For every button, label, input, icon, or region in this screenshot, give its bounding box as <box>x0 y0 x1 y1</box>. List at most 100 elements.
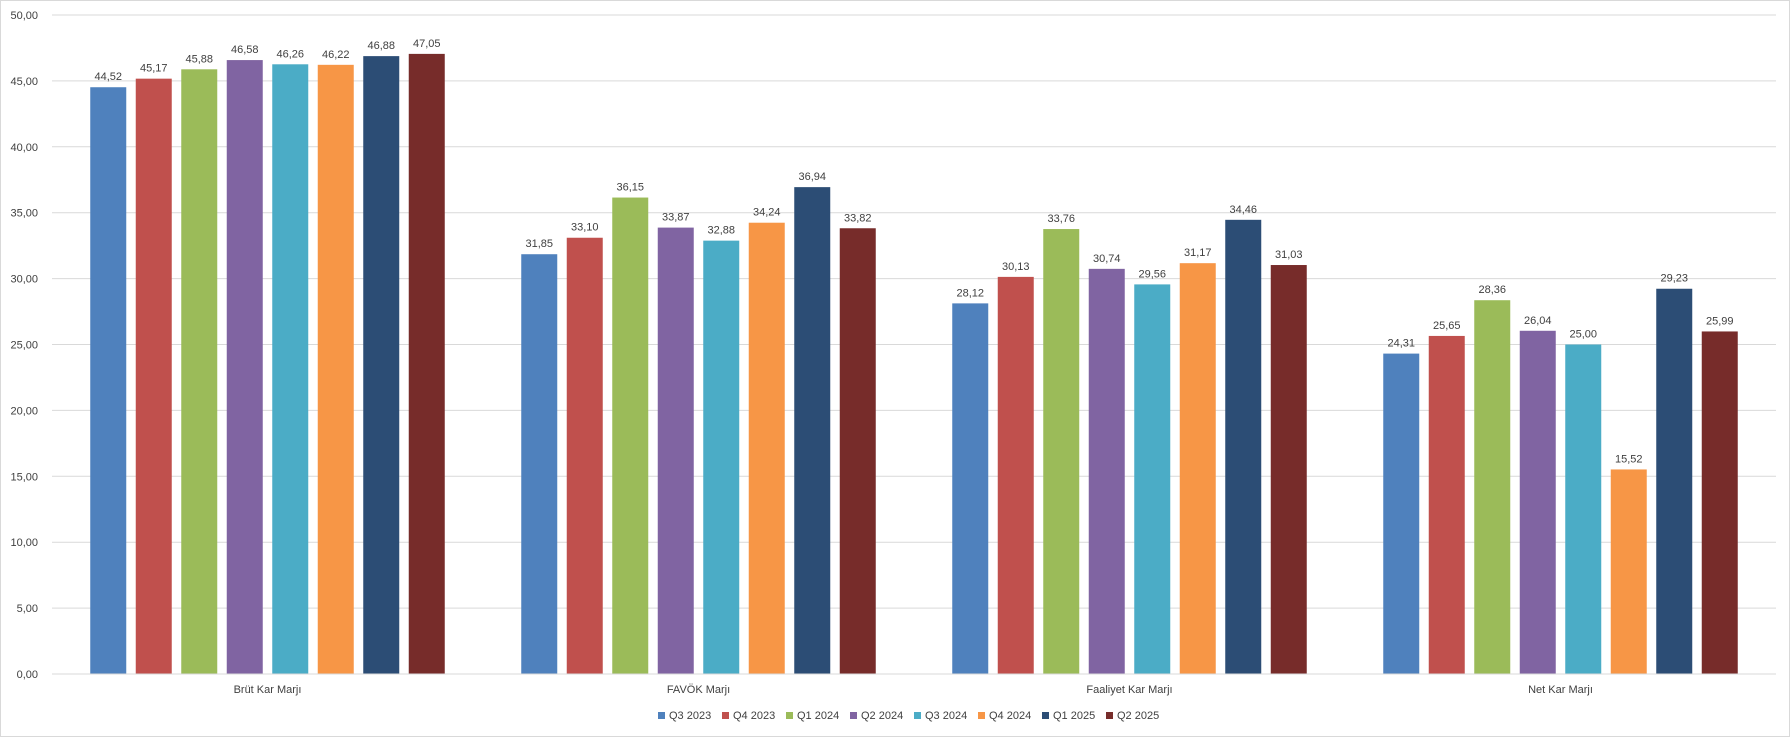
legend-label: Q1 2025 <box>1053 710 1095 722</box>
bar <box>135 78 172 674</box>
bar <box>90 87 127 675</box>
bar <box>1474 300 1511 674</box>
data-label: 25,99 <box>1706 315 1734 327</box>
data-label: 31,03 <box>1275 249 1303 261</box>
data-label: 46,88 <box>367 40 395 52</box>
bar <box>1428 335 1465 674</box>
data-label: 25,65 <box>1433 320 1461 332</box>
bar <box>1225 219 1262 674</box>
data-label: 46,58 <box>231 44 259 56</box>
bar <box>1270 265 1307 674</box>
bar <box>1565 344 1602 674</box>
legend-label: Q4 2023 <box>733 710 775 722</box>
data-label: 26,04 <box>1524 315 1552 327</box>
bar <box>839 228 876 675</box>
bar <box>181 69 218 675</box>
legend-swatch <box>722 712 729 719</box>
bar <box>1134 284 1171 674</box>
data-label: 36,15 <box>616 182 644 194</box>
bar <box>612 197 649 674</box>
bars-layer <box>90 53 1738 675</box>
data-label: 36,94 <box>798 171 826 183</box>
bar <box>1701 331 1738 674</box>
bar <box>521 254 558 675</box>
bar <box>657 227 694 675</box>
legend: Q3 2023 Q4 2023 Q1 2024 Q2 2024 Q3 2024 Q4 20… <box>658 710 1159 722</box>
bar <box>997 276 1034 674</box>
bar <box>1610 469 1647 674</box>
bar <box>272 64 309 674</box>
data-label: 46,26 <box>276 48 304 60</box>
data-label: 25,00 <box>1569 329 1597 341</box>
legend-label: Q2 2024 <box>861 710 903 722</box>
y-tick-label: 35,00 <box>10 208 38 220</box>
data-label: 47,05 <box>413 38 441 50</box>
data-label: 46,22 <box>322 49 350 61</box>
legend-label: Q2 2025 <box>1117 710 1159 722</box>
data-label: 30,74 <box>1093 253 1121 265</box>
legend-swatch <box>850 712 857 719</box>
data-label: 33,87 <box>662 212 690 224</box>
bar <box>748 222 785 674</box>
data-label: 28,36 <box>1478 284 1506 296</box>
category-label: Faaliyet Kar Marjı <box>1086 684 1172 696</box>
data-label: 31,17 <box>1184 247 1212 259</box>
category-label: Brüt Kar Marjı <box>234 684 302 696</box>
legend-swatch <box>658 712 665 719</box>
axis-layer: 0,00 5,00 10,00 15,00 20,00 25,00 30,00 35,00 40… <box>10 10 1776 696</box>
bar <box>1519 330 1556 674</box>
bar <box>1656 288 1693 674</box>
data-label: 33,10 <box>571 222 599 234</box>
y-tick-label: 45,00 <box>10 76 38 88</box>
data-label: 45,88 <box>185 53 213 65</box>
data-label: 15,52 <box>1615 453 1643 465</box>
legend-swatch <box>786 712 793 719</box>
data-label: 30,13 <box>1002 261 1030 273</box>
y-tick-label: 30,00 <box>10 274 38 286</box>
data-label: 29,56 <box>1138 268 1166 280</box>
bar <box>566 237 603 674</box>
legend-label: Q3 2024 <box>925 710 967 722</box>
data-label: 31,85 <box>525 238 553 250</box>
y-tick-label: 40,00 <box>10 142 38 154</box>
data-label: 33,82 <box>844 212 872 224</box>
legend-label: Q1 2024 <box>797 710 839 722</box>
data-label: 45,17 <box>140 63 168 75</box>
bar <box>317 64 354 674</box>
legend-swatch <box>1042 712 1049 719</box>
bar <box>1383 353 1420 674</box>
bar <box>1043 229 1080 674</box>
bar <box>226 60 263 674</box>
y-tick-label: 15,00 <box>10 471 38 483</box>
y-tick-label: 50,00 <box>10 10 38 22</box>
legend-swatch <box>1106 712 1113 719</box>
category-label: FAVÖK Marjı <box>667 684 730 696</box>
bar <box>703 240 740 674</box>
bar <box>794 187 831 674</box>
y-tick-label: 25,00 <box>10 340 38 352</box>
y-tick-label: 0,00 <box>17 669 38 681</box>
data-label: 44,52 <box>94 71 122 83</box>
data-label: 33,76 <box>1047 213 1075 225</box>
legend-label: Q4 2024 <box>989 710 1031 722</box>
data-label: 24,31 <box>1387 338 1415 350</box>
legend-swatch <box>914 712 921 719</box>
data-label: 29,23 <box>1660 273 1688 285</box>
data-label: 28,12 <box>956 287 984 299</box>
data-label: 32,88 <box>707 225 735 237</box>
legend-swatch <box>978 712 985 719</box>
bar <box>363 56 400 675</box>
grid-layer <box>52 14 1776 675</box>
bar <box>408 53 445 675</box>
data-labels-layer: 44,52 45,17 45,88 46,58 46,26 46,22 46,88 47,05… <box>94 38 1733 466</box>
y-tick-label: 10,00 <box>10 537 38 549</box>
bar <box>1088 268 1125 674</box>
data-label: 34,24 <box>753 207 781 219</box>
bar <box>1179 263 1216 674</box>
bar <box>952 303 989 674</box>
legend-label: Q3 2023 <box>669 710 711 722</box>
data-label: 34,46 <box>1229 204 1257 216</box>
y-tick-label: 20,00 <box>10 405 38 417</box>
